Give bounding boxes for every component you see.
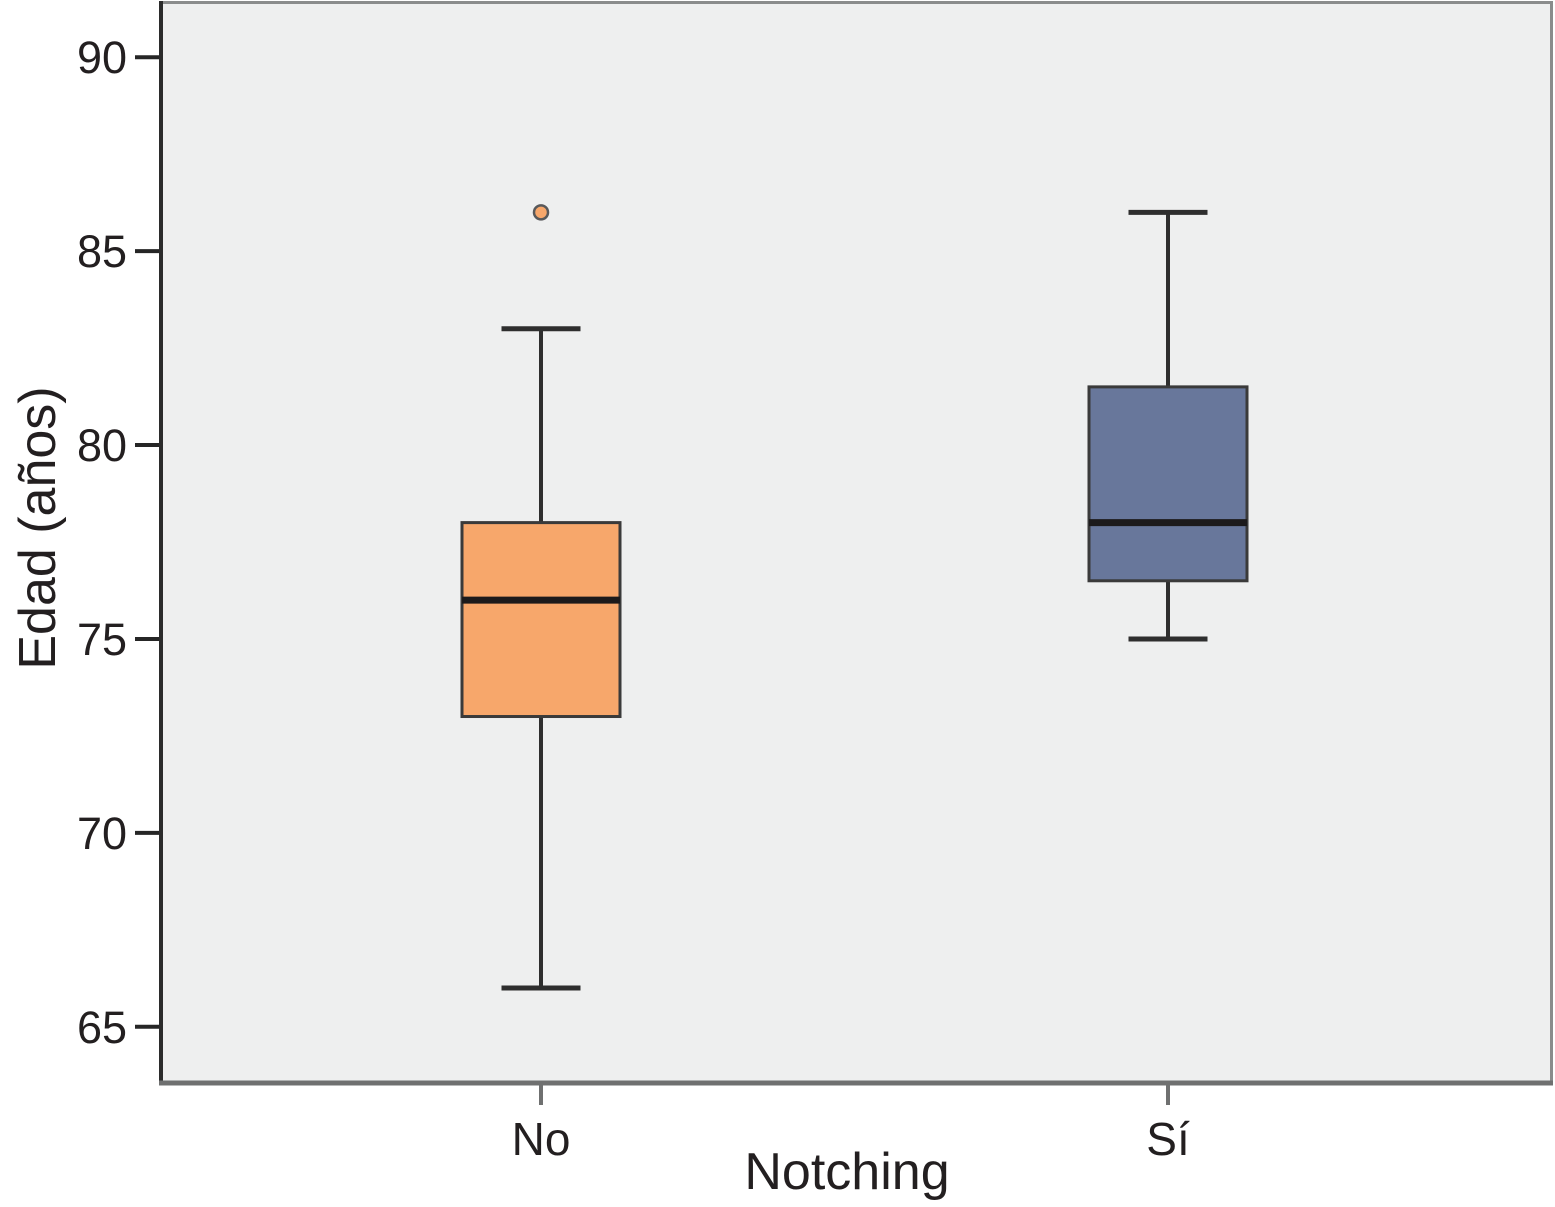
box-si — [1087, 385, 1249, 583]
y-tick-label: 70 — [76, 807, 127, 859]
y-tick-label: 90 — [76, 32, 127, 84]
plot-background — [159, 1, 1553, 1083]
y-axis-title: Edad (años) — [9, 386, 67, 670]
y-tick-label: 80 — [76, 420, 127, 472]
y-tick-label: 65 — [76, 1001, 127, 1053]
outlier-point — [532, 204, 550, 221]
box-no — [460, 521, 622, 719]
y-tick-label: 75 — [76, 613, 127, 665]
x-category-label: No — [511, 1113, 571, 1165]
x-category-label: Sí — [1146, 1113, 1190, 1165]
x-axis-title: Notching — [744, 1143, 950, 1201]
y-tick-label: 85 — [76, 226, 127, 278]
